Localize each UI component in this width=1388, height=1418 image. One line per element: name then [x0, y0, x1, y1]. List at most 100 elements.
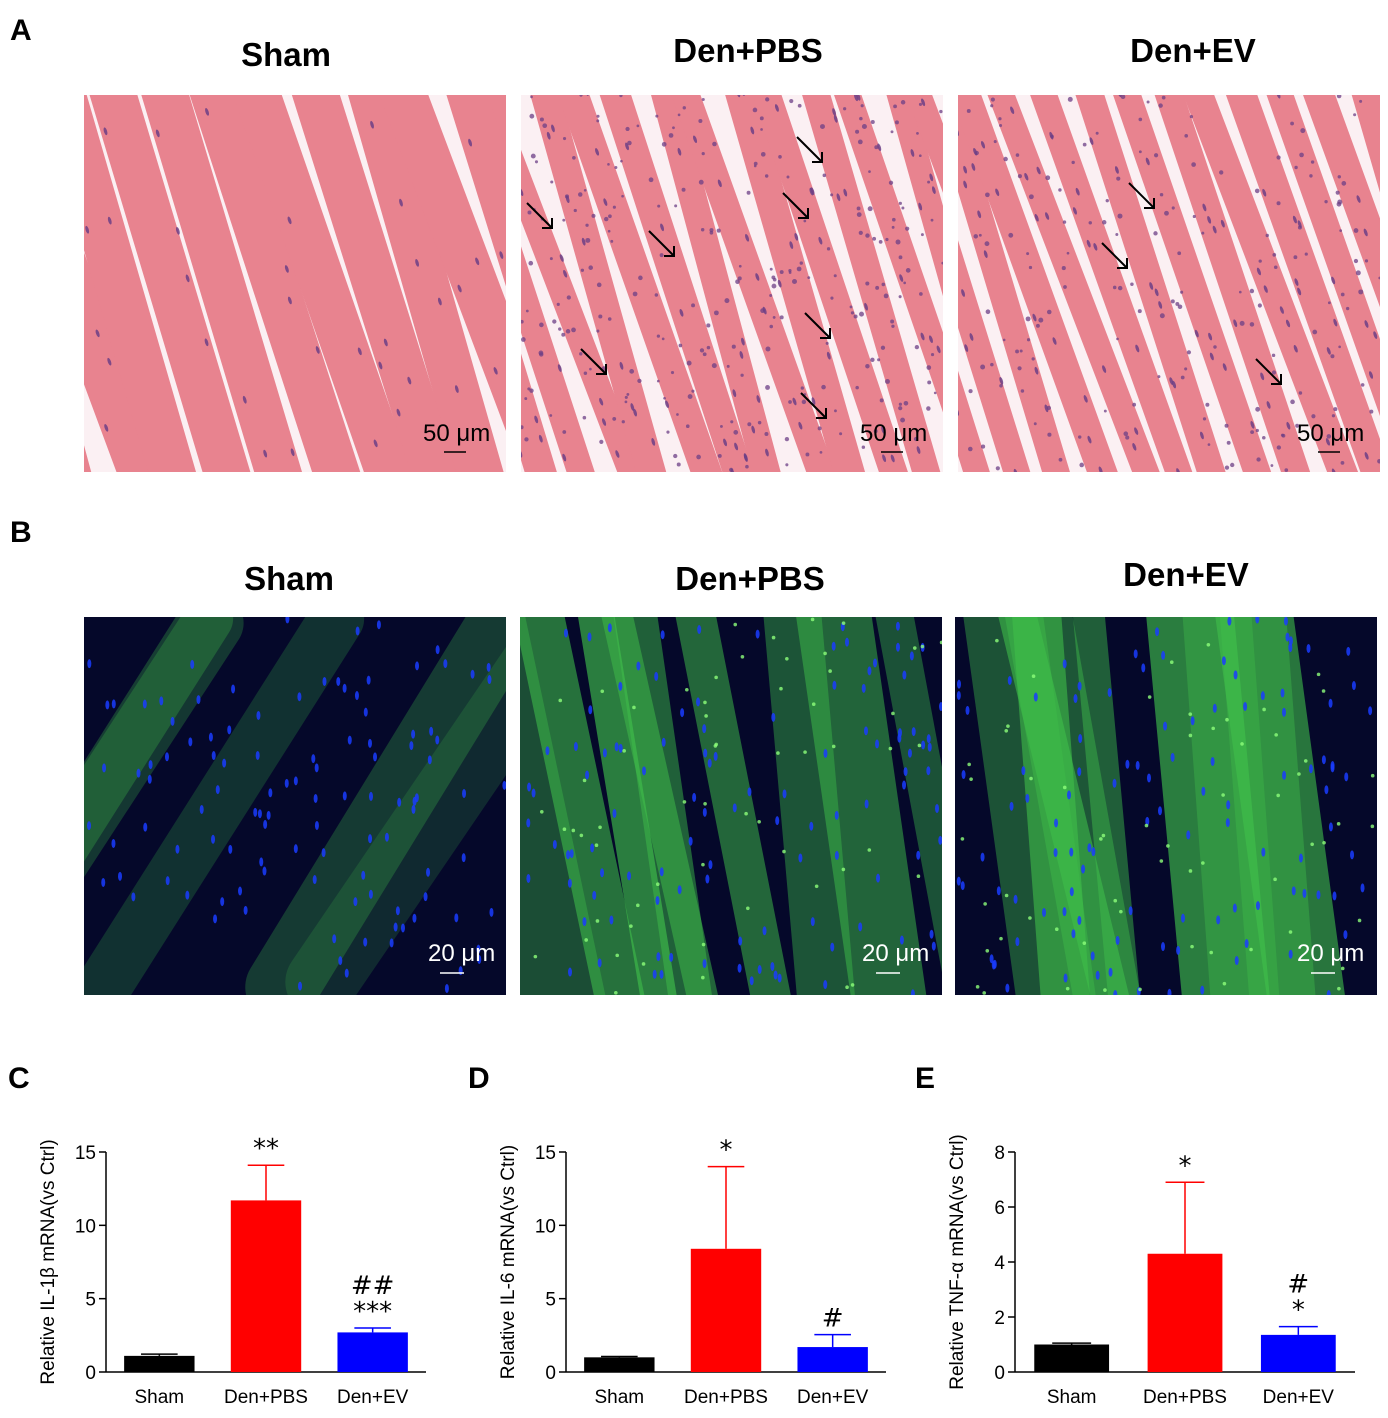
nucleus [751, 425, 756, 434]
infiltrate-cell [733, 430, 739, 435]
infiltrate-cell [834, 409, 837, 413]
nucleus [1135, 344, 1140, 353]
green-puncta [985, 948, 990, 953]
infiltrate-cell [898, 406, 903, 411]
green-puncta [912, 646, 917, 650]
nucleus [732, 389, 737, 398]
nucleus [910, 149, 915, 157]
fluorescent-fiber [84, 617, 365, 995]
nucleus [1045, 212, 1050, 220]
infiltrate-cell [757, 420, 762, 425]
infiltrate-cell [933, 391, 937, 395]
nucleus [1276, 95, 1281, 99]
nucleus [1256, 267, 1261, 276]
panel-letter-a: A [10, 14, 32, 47]
infiltrate-cell [1137, 309, 1142, 314]
infiltrate-cell [1058, 188, 1062, 192]
nucleus [415, 259, 419, 267]
infiltrate-cell [1331, 414, 1336, 418]
nucleus [1326, 347, 1331, 355]
infiltrate-cell [990, 97, 995, 102]
infiltrate-cell [803, 219, 807, 223]
infiltrate-cell [1300, 128, 1306, 134]
infiltrate-cell [1304, 252, 1308, 256]
infiltrate-cell [604, 216, 609, 222]
dapi-nucleus [238, 886, 243, 896]
nucleus [85, 225, 90, 234]
infiltrate-cell [556, 302, 560, 306]
nucleus [881, 426, 886, 434]
dapi-nucleus [1069, 887, 1074, 897]
dapi-nucleus [188, 737, 193, 747]
dapi-nucleus [531, 788, 536, 798]
arrow-down-right-icon [804, 312, 831, 339]
dapi-nucleus [147, 774, 152, 784]
nucleus [619, 361, 624, 370]
nucleus [1149, 282, 1154, 290]
infiltrate-cell [740, 373, 744, 377]
muscle-fiber [653, 95, 853, 472]
green-puncta [1138, 987, 1142, 992]
infiltrate-cell [888, 180, 894, 185]
infiltrate-cell [772, 315, 776, 319]
infiltrate-cell [571, 327, 576, 333]
infiltrate-cell [699, 348, 705, 353]
infiltrate-cell [914, 344, 920, 350]
infiltrate-cell [1058, 457, 1063, 462]
infiltrate-cell [874, 145, 879, 150]
infiltrate-cell [926, 406, 931, 411]
nucleus [854, 95, 859, 102]
nucleus [1098, 466, 1103, 472]
dapi-nucleus [314, 820, 319, 830]
infiltrate-cell [1330, 354, 1335, 359]
dapi-nucleus [1135, 760, 1140, 770]
infiltrate-cell [596, 119, 600, 123]
dapi-nucleus [1167, 988, 1172, 995]
dapi-nucleus [602, 748, 607, 758]
y-tick-label: 10 [75, 1216, 96, 1237]
green-puncta [685, 687, 689, 692]
dapi-nucleus [263, 819, 268, 829]
infiltrate-cell [738, 264, 742, 268]
nucleus [833, 114, 838, 123]
nucleus [521, 188, 524, 197]
y-tick-label: 2 [994, 1308, 1005, 1329]
infiltrate-cell [973, 234, 979, 239]
dapi-nucleus [1073, 694, 1078, 704]
dapi-nucleus [1308, 764, 1313, 774]
bar [584, 1357, 655, 1372]
infiltrate-cell [764, 174, 769, 178]
infiltrate-cell [1177, 251, 1182, 256]
dapi-nucleus [660, 630, 665, 640]
dapi-nucleus [1062, 659, 1067, 669]
dapi-nucleus [222, 758, 227, 768]
dapi-nucleus [1078, 734, 1083, 744]
green-puncta [776, 751, 780, 755]
y-tick-label: 5 [85, 1290, 96, 1311]
green-puncta [920, 644, 925, 649]
dapi-nucleus [832, 680, 837, 690]
dapi-nucleus [864, 799, 869, 809]
infiltrate-cell [1123, 431, 1129, 437]
infiltrate-cell [786, 175, 790, 179]
infiltrate-cell [918, 102, 923, 106]
bar [124, 1355, 195, 1372]
nucleus [1266, 401, 1271, 409]
infiltrate-cell [760, 308, 765, 314]
infiltrate-cell [1207, 443, 1211, 446]
infiltrate-cell [598, 314, 603, 319]
dapi-nucleus [1360, 883, 1365, 893]
dapi-nucleus [655, 895, 660, 905]
nucleus [104, 424, 109, 432]
infiltrate-cell [521, 337, 526, 342]
nucleus [205, 108, 210, 116]
nucleus [931, 186, 936, 195]
infiltrate-cell [788, 269, 792, 273]
green-puncta [1103, 988, 1107, 992]
infiltrate-cell [1063, 285, 1067, 289]
dapi-nucleus [257, 809, 262, 819]
infiltrate-cell [627, 140, 632, 146]
infiltrate-cell [870, 357, 875, 363]
infiltrate-cell [1066, 251, 1070, 255]
bar [337, 1332, 408, 1372]
